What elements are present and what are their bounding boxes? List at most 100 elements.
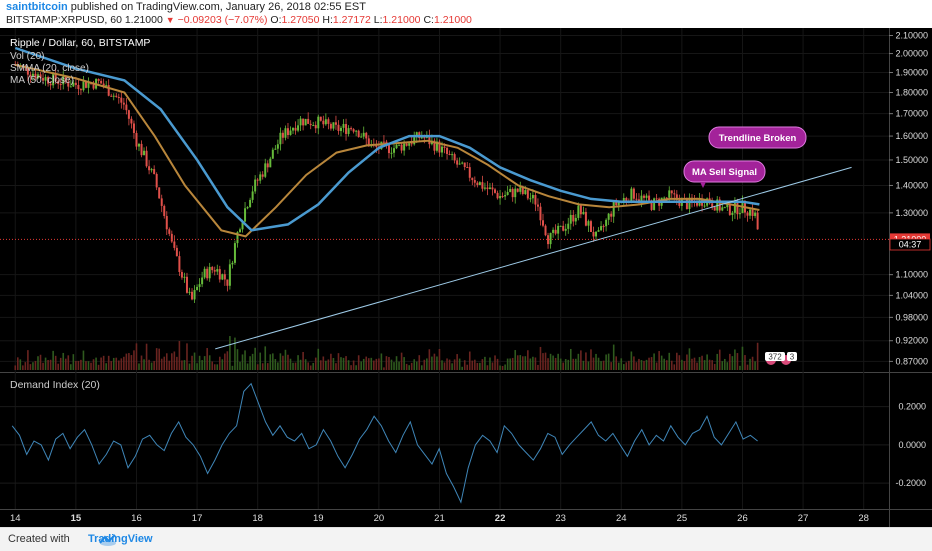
candle-body[interactable] [728,203,731,215]
candle-body[interactable] [292,127,295,131]
candle-body[interactable] [577,205,580,218]
candle-body[interactable] [539,206,542,221]
candle-body[interactable] [655,198,658,200]
candle-body[interactable] [74,82,77,85]
legend-vol[interactable]: Vol (20) [10,51,44,62]
candle-body[interactable] [592,232,595,237]
candle-body[interactable] [597,230,600,232]
candle-body[interactable] [355,130,358,132]
candle-body[interactable] [703,205,706,207]
candle-body[interactable] [132,123,135,133]
candle-body[interactable] [307,118,310,124]
candle-body[interactable] [236,232,239,244]
candle-body[interactable] [334,122,337,125]
candle-body[interactable] [82,81,85,91]
candle-body[interactable] [650,200,653,210]
candle-body[interactable] [468,167,471,178]
candle-body[interactable] [110,95,113,97]
candle-body[interactable] [670,190,673,194]
candle-body[interactable] [514,188,517,198]
candle-body[interactable] [153,169,156,174]
candle-body[interactable] [453,154,456,161]
candle-body[interactable] [387,144,390,154]
candle-body[interactable] [602,226,605,228]
candle-body[interactable] [208,266,211,279]
candle-body[interactable] [584,211,587,226]
candle-body[interactable] [97,78,100,81]
candle-body[interactable] [390,152,393,154]
candle-body[interactable] [713,207,716,211]
candle-body[interactable] [415,132,418,138]
candle-body[interactable] [52,74,55,86]
candle-body[interactable] [511,188,514,198]
candle-body[interactable] [254,179,257,192]
candle-body[interactable] [723,207,726,209]
candle-body[interactable] [738,213,741,215]
candle-body[interactable] [188,291,191,293]
candle-body[interactable] [446,147,449,154]
candle-body[interactable] [637,199,640,201]
candle-body[interactable] [541,220,544,226]
candlesticks[interactable] [14,61,759,303]
candle-body[interactable] [663,197,666,199]
candle-body[interactable] [304,118,307,126]
candle-body[interactable] [211,266,214,271]
candle-body[interactable] [438,141,441,153]
candle-body[interactable] [615,201,618,206]
candle-body[interactable] [448,153,451,155]
candle-body[interactable] [711,203,714,208]
candle-body[interactable] [102,83,105,87]
candle-body[interactable] [276,144,279,149]
candle-body[interactable] [148,166,151,171]
indicator-title[interactable]: Demand Index (20) [10,379,100,391]
candle-body[interactable] [673,193,676,195]
candle-body[interactable] [410,143,413,145]
candle-body[interactable] [347,128,350,134]
candle-body[interactable] [393,148,396,153]
candle-body[interactable] [269,158,272,168]
candle-body[interactable] [382,141,385,143]
candle-body[interactable] [521,187,524,195]
smma-line[interactable] [15,63,760,238]
candle-body[interactable] [143,150,146,156]
candle-body[interactable] [62,76,65,85]
candle-body[interactable] [365,132,368,139]
candle-body[interactable] [731,212,734,215]
candle-body[interactable] [456,160,459,165]
candle-body[interactable] [499,196,502,199]
candle-body[interactable] [44,77,47,81]
candle-body[interactable] [433,140,436,151]
candle-body[interactable] [183,276,186,278]
candle-body[interactable] [559,225,562,227]
candle-body[interactable] [600,226,603,231]
author-link[interactable]: saintbitcoin [6,1,68,13]
candle-body[interactable] [206,268,209,279]
candle-body[interactable] [180,272,183,278]
candle-body[interactable] [274,148,277,150]
candle-body[interactable] [398,144,401,146]
ma-line[interactable] [14,46,760,232]
candle-body[interactable] [557,225,560,234]
candle-body[interactable] [337,124,340,131]
candle-body[interactable] [231,262,234,265]
candle-body[interactable] [137,143,140,147]
candle-body[interactable] [130,118,133,124]
candle-body[interactable] [297,125,300,131]
candle-body[interactable] [506,192,509,195]
candle-body[interactable] [67,81,70,87]
candle-body[interactable] [375,145,378,147]
candle-body[interactable] [473,180,476,183]
candle-body[interactable] [423,137,426,139]
candle-body[interactable] [163,205,166,217]
candle-body[interactable] [665,197,668,199]
candle-body[interactable] [395,144,398,149]
candle-body[interactable] [72,82,75,87]
candle-body[interactable] [105,85,108,87]
candle-body[interactable] [547,235,550,245]
candle-body[interactable] [486,187,489,189]
candle-body[interactable] [249,199,252,208]
candle-body[interactable] [100,80,103,84]
candle-body[interactable] [504,194,507,197]
candle-body[interactable] [476,182,479,185]
candle-body[interactable] [564,228,567,231]
